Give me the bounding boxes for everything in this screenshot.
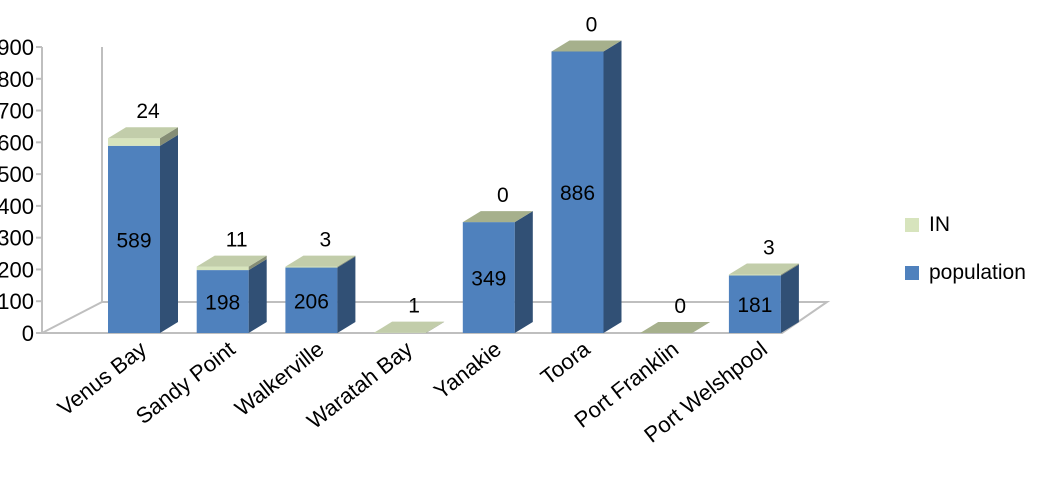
bar-top-cap: [551, 40, 622, 52]
legend-label-in: IN: [929, 213, 950, 236]
y-tick-label: 900: [0, 35, 34, 60]
bar-in-side: [337, 255, 356, 268]
data-label-population: 589: [116, 229, 151, 252]
bar-top-cap: [640, 322, 711, 333]
bar-in-side: [426, 321, 445, 333]
bar-population-side: [603, 40, 622, 334]
bar-top-cap: [462, 211, 533, 223]
legend-swatch-in: [905, 218, 919, 232]
bar-in-front: [196, 266, 249, 271]
y-tick-label: 100: [0, 289, 34, 314]
y-tick-label: 400: [0, 194, 34, 219]
data-label-in: 0: [586, 13, 598, 36]
data-label-in: 0: [497, 184, 509, 207]
bar-in-side: [160, 127, 178, 146]
y-tick-label: 600: [0, 130, 34, 155]
data-labels: 589 24 198 11 206 3 1 349 0 886 0 0 181 3: [116, 13, 774, 318]
data-label-in: 3: [763, 237, 775, 260]
x-category-label: Yanakie: [429, 336, 506, 404]
bar-population-side: [337, 256, 356, 333]
legend-swatch-population: [905, 266, 919, 280]
bar-population-front: [108, 145, 160, 333]
legend-item-in: IN: [905, 212, 1026, 238]
bar-in-front: [728, 274, 781, 276]
bar-in-front: [108, 138, 160, 146]
bar-population-front: [462, 222, 515, 333]
bar-top-cap: [285, 255, 356, 267]
bar-population-front: [728, 275, 781, 333]
y-tick-label: 500: [0, 162, 34, 187]
data-label-population: 181: [737, 294, 772, 317]
data-label-in: 3: [320, 229, 332, 252]
data-label-population: 198: [205, 292, 240, 315]
x-category-label: Sandy Point: [131, 336, 240, 429]
y-tick-label: 0: [22, 321, 34, 346]
data-label-population: 886: [560, 182, 595, 205]
data-label-in: 1: [408, 295, 420, 318]
bar-population-side: [780, 264, 799, 333]
y-tick-label: 800: [0, 67, 34, 92]
bar-population-side: [514, 211, 533, 333]
legend: IN population: [905, 212, 1026, 308]
data-label-population: 206: [294, 290, 329, 313]
data-label-population: 349: [471, 268, 506, 291]
y-axis: 0 100 200 300 400 500 600 700 800 900: [0, 35, 43, 346]
bar-population-side: [160, 134, 178, 333]
y-tick-label: 200: [0, 257, 34, 282]
legend-label-population: population: [929, 261, 1026, 284]
x-category-label: Toora: [536, 336, 595, 390]
data-label-in: 24: [136, 100, 160, 123]
bar-top-cap: [728, 263, 799, 275]
bar-population-front: [285, 267, 338, 333]
data-label-in: 11: [226, 229, 248, 252]
bar-top-cap: [108, 127, 178, 139]
bar-population-front: [196, 270, 249, 333]
bar-population-side: [248, 259, 267, 333]
bar-top-cap: [374, 321, 445, 333]
bar-population-front: [551, 51, 604, 334]
bar-top-cap: [196, 255, 267, 267]
y-tick-label: 700: [0, 99, 34, 124]
bar-in-side: [780, 263, 799, 276]
y-tick-label: 300: [0, 226, 34, 251]
bar-in-side: [248, 255, 267, 271]
bar-in-front: [285, 266, 338, 268]
legend-item-population: population: [905, 260, 1026, 286]
bars: [108, 40, 799, 334]
data-label-in: 0: [674, 295, 686, 318]
